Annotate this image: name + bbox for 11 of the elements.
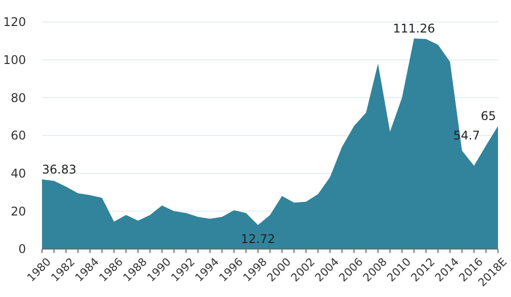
y-tick-label: 80 xyxy=(10,90,26,105)
data-label: 12.72 xyxy=(240,232,276,246)
data-label: 65 xyxy=(480,109,496,124)
y-tick-label: 100 xyxy=(3,53,26,68)
data-label: 111.26 xyxy=(393,22,435,36)
y-tick-label: 40 xyxy=(10,166,26,181)
y-tick-label: 120 xyxy=(3,15,26,30)
y-tick-label: 60 xyxy=(10,128,26,143)
y-tick-label: 0 xyxy=(18,242,26,256)
data-label: 36.83 xyxy=(42,162,76,176)
y-tick-label: 20 xyxy=(10,204,26,218)
